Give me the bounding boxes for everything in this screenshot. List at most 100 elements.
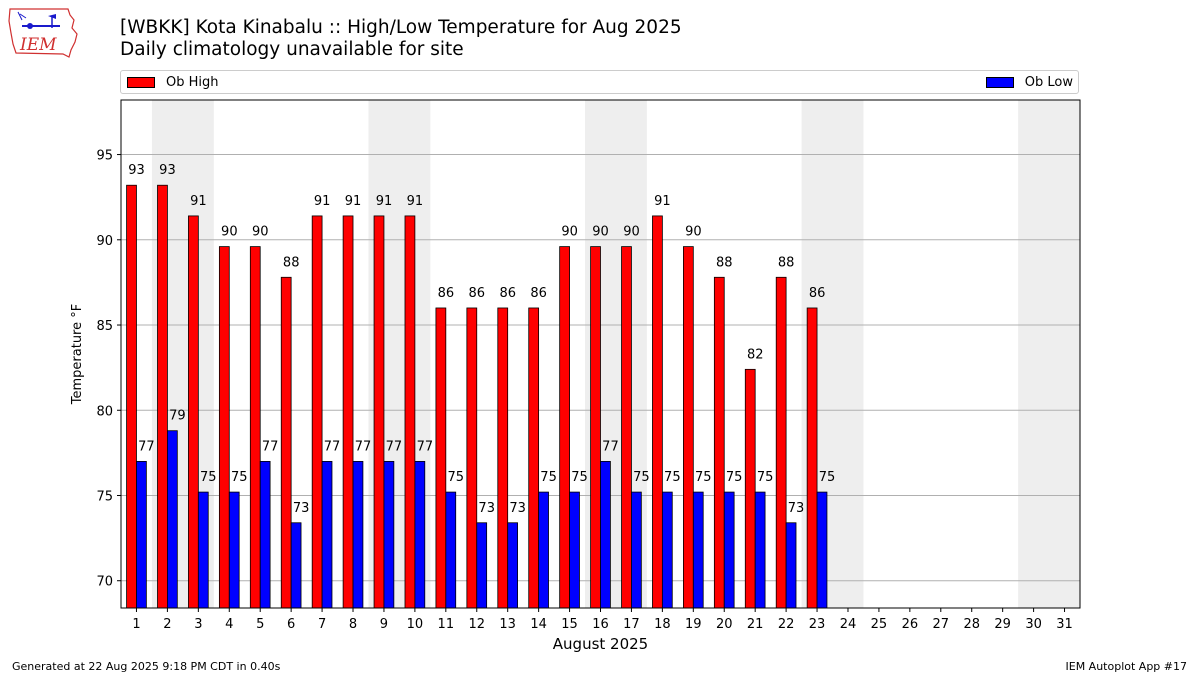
x-tick-label: 18 [654, 617, 671, 632]
low-bar [785, 522, 797, 609]
x-tick-label: 17 [623, 617, 640, 632]
low-bar-label: 75 [200, 470, 217, 485]
high-bar [157, 184, 168, 609]
high-bar [683, 246, 694, 609]
high-bar-label: 88 [716, 255, 733, 270]
x-tick-label: 14 [530, 617, 547, 632]
low-bar-label: 75 [633, 470, 650, 485]
chart-subtitle: Daily climatology unavailable for site [120, 39, 464, 60]
high-bar-label: 90 [685, 225, 702, 240]
x-tick-label: 22 [778, 617, 795, 632]
high-bar [126, 184, 137, 609]
low-bar-label: 75 [726, 470, 743, 485]
low-bar [167, 430, 178, 609]
high-bar-label: 91 [654, 194, 671, 209]
x-tick-label: 9 [380, 617, 388, 632]
x-tick-label: 21 [747, 617, 764, 632]
app-note: IEM Autoplot App #17 [1065, 660, 1188, 673]
high-bar [280, 276, 292, 609]
low-bar-label: 73 [293, 501, 310, 516]
high-bar-label: 93 [159, 163, 176, 178]
low-bar-label: 75 [757, 470, 774, 485]
low-bar-label: 73 [478, 501, 495, 516]
low-bar-label: 77 [386, 439, 403, 454]
low-bar [259, 460, 271, 609]
high-bar [188, 215, 199, 609]
high-bar-label: 86 [530, 286, 547, 301]
low-bar-label: 75 [819, 470, 836, 485]
plot-frame [120, 99, 1081, 609]
low-bar [754, 491, 766, 609]
y-tick-label: 95 [96, 149, 113, 164]
high-bar-label: 82 [747, 347, 764, 362]
high-bar [404, 215, 416, 609]
low-bar [692, 491, 704, 609]
x-tick-label: 4 [225, 617, 233, 632]
low-bar-label: 75 [540, 470, 557, 485]
high-bar [744, 368, 756, 609]
low-bar [723, 491, 735, 609]
y-tick-label: 85 [96, 319, 113, 334]
x-tick-label: 27 [933, 617, 950, 632]
x-tick-label: 11 [438, 617, 455, 632]
x-tick-label: 7 [318, 617, 326, 632]
high-bar [621, 246, 632, 609]
low-bar [414, 460, 426, 609]
x-tick-label: 3 [194, 617, 202, 632]
low-bar-label: 73 [788, 501, 805, 516]
high-bar [466, 307, 478, 609]
x-tick-label: 25 [871, 617, 888, 632]
low-bar [600, 460, 611, 609]
low-bar [631, 491, 642, 609]
high-bar [497, 307, 509, 609]
high-bar [435, 307, 447, 609]
x-tick-label: 19 [685, 617, 702, 632]
high-bar-label: 90 [592, 225, 609, 240]
x-tick-label: 26 [902, 617, 919, 632]
low-bar [476, 522, 488, 609]
low-bar-label: 79 [169, 409, 186, 424]
high-bar-label: 91 [314, 194, 331, 209]
high-bar-label: 91 [345, 194, 362, 209]
x-tick-label: 28 [963, 617, 980, 632]
low-bar [321, 460, 333, 609]
high-bar-label: 93 [128, 163, 145, 178]
logo-text: IEM [19, 35, 57, 55]
iem-logo: IEM [8, 8, 78, 58]
weekend-shade [1018, 100, 1080, 608]
legend-label-low: Ob Low [1024, 75, 1073, 90]
low-bar-label: 77 [262, 439, 279, 454]
high-bar [713, 276, 725, 609]
legend-swatch-low [985, 77, 1014, 88]
low-bar [445, 491, 457, 609]
y-axis-label: Temperature °F [70, 304, 85, 405]
low-bar [352, 460, 364, 609]
low-bar [569, 491, 580, 609]
x-tick-label: 5 [256, 617, 264, 632]
low-bar [507, 522, 518, 609]
low-bar-label: 77 [602, 439, 619, 454]
x-tick-label: 24 [840, 617, 857, 632]
high-bar [373, 215, 385, 609]
high-bar [806, 307, 818, 609]
low-bar-label: 75 [231, 470, 248, 485]
high-bar-label: 91 [407, 194, 424, 209]
low-bar [228, 491, 240, 609]
low-bar-label: 75 [571, 470, 588, 485]
x-tick-label: 2 [163, 617, 171, 632]
high-bar-label: 91 [190, 194, 207, 209]
x-tick-label: 29 [994, 617, 1011, 632]
x-tick-label: 12 [468, 617, 485, 632]
high-bar [342, 215, 354, 609]
low-bar [661, 491, 673, 609]
low-bar-label: 75 [664, 470, 681, 485]
x-tick-label: 13 [499, 617, 516, 632]
legend-swatch-high [127, 77, 155, 88]
high-bar [249, 246, 261, 609]
low-bar-label: 75 [447, 470, 464, 485]
title-block: [WBKK] Kota Kinabalu :: High/Low Tempera… [120, 17, 682, 61]
high-bar-label: 90 [252, 225, 269, 240]
x-tick-label: 1 [132, 617, 140, 632]
high-bar-label: 86 [469, 286, 486, 301]
